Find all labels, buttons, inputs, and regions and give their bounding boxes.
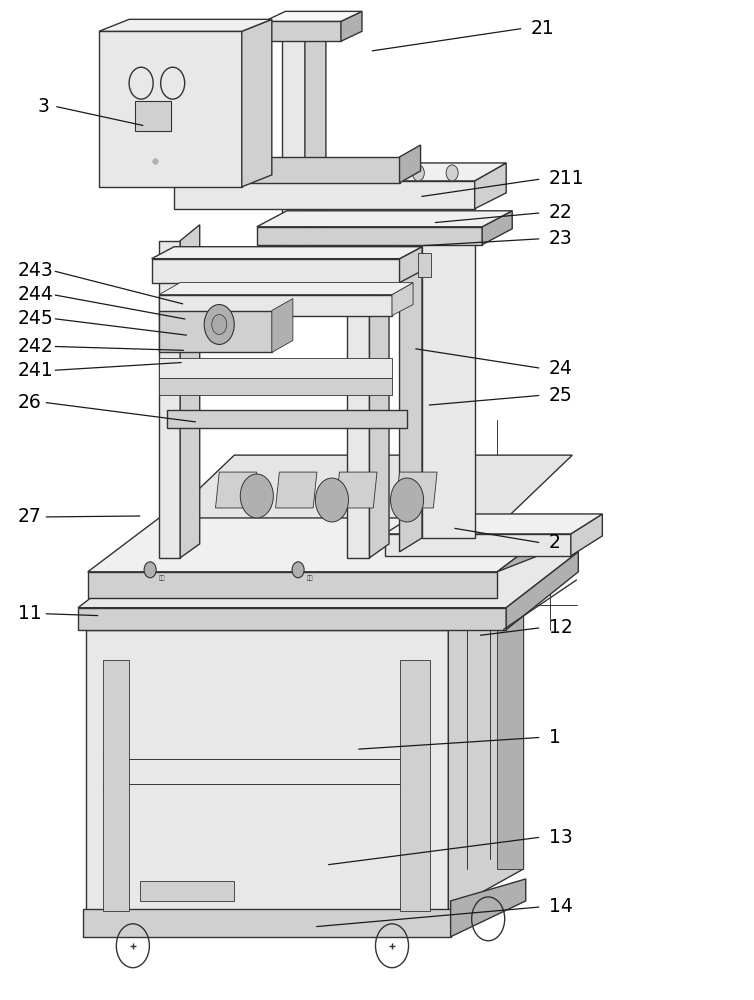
Text: 13: 13 — [549, 828, 573, 847]
Polygon shape — [400, 660, 430, 911]
Polygon shape — [265, 21, 341, 41]
Polygon shape — [497, 600, 523, 869]
Polygon shape — [282, 31, 305, 245]
Polygon shape — [216, 472, 257, 508]
Text: 24: 24 — [549, 359, 573, 378]
Polygon shape — [422, 231, 475, 538]
Polygon shape — [78, 552, 578, 608]
Circle shape — [315, 478, 348, 522]
Polygon shape — [159, 295, 392, 316]
Polygon shape — [234, 157, 400, 183]
Polygon shape — [336, 472, 377, 508]
Text: 211: 211 — [549, 169, 584, 188]
Text: 27: 27 — [18, 507, 41, 526]
Polygon shape — [152, 259, 400, 283]
Text: 3: 3 — [38, 97, 49, 116]
Polygon shape — [265, 11, 362, 21]
Polygon shape — [369, 265, 389, 558]
Polygon shape — [167, 410, 407, 428]
Text: 21: 21 — [531, 19, 555, 38]
Text: 243: 243 — [18, 261, 54, 280]
Polygon shape — [85, 630, 449, 911]
Polygon shape — [503, 580, 577, 630]
Circle shape — [412, 165, 425, 181]
Polygon shape — [275, 472, 317, 508]
Polygon shape — [99, 31, 242, 187]
Polygon shape — [180, 225, 200, 558]
Text: 14: 14 — [549, 897, 573, 916]
Polygon shape — [103, 660, 129, 911]
Polygon shape — [400, 231, 422, 552]
Polygon shape — [272, 299, 293, 352]
Circle shape — [391, 478, 424, 522]
Polygon shape — [99, 19, 272, 31]
Text: 244: 244 — [18, 285, 54, 304]
Polygon shape — [257, 211, 512, 227]
Polygon shape — [87, 518, 569, 572]
Polygon shape — [152, 247, 422, 259]
Polygon shape — [257, 227, 482, 245]
Polygon shape — [506, 552, 578, 630]
Text: 241: 241 — [18, 361, 54, 380]
Polygon shape — [159, 283, 413, 295]
Circle shape — [212, 315, 227, 334]
Text: 23: 23 — [549, 229, 573, 248]
Text: 12: 12 — [549, 618, 573, 637]
Polygon shape — [159, 311, 272, 352]
Polygon shape — [347, 281, 369, 558]
Polygon shape — [87, 572, 497, 598]
Polygon shape — [341, 11, 362, 41]
Polygon shape — [451, 879, 526, 937]
Polygon shape — [396, 472, 437, 508]
Circle shape — [446, 165, 458, 181]
Polygon shape — [571, 514, 602, 556]
Text: 242: 242 — [18, 337, 54, 356]
Polygon shape — [400, 247, 422, 283]
Text: 2: 2 — [549, 533, 561, 552]
Text: 22: 22 — [549, 203, 573, 222]
Text: 开关: 开关 — [159, 575, 166, 581]
Polygon shape — [400, 145, 421, 183]
Polygon shape — [159, 241, 180, 558]
Circle shape — [228, 165, 241, 181]
Circle shape — [292, 562, 304, 578]
Circle shape — [144, 562, 156, 578]
Circle shape — [241, 474, 274, 518]
Polygon shape — [174, 163, 506, 181]
Polygon shape — [135, 101, 171, 131]
Polygon shape — [242, 19, 272, 187]
Polygon shape — [385, 514, 602, 534]
Text: 245: 245 — [18, 309, 54, 328]
Polygon shape — [475, 163, 506, 209]
Polygon shape — [85, 585, 523, 630]
Polygon shape — [78, 608, 506, 630]
Text: 11: 11 — [18, 604, 41, 623]
Text: 开关: 开关 — [307, 575, 314, 581]
Text: 1: 1 — [549, 728, 561, 747]
Polygon shape — [449, 585, 523, 911]
Polygon shape — [305, 17, 326, 245]
Polygon shape — [482, 211, 512, 245]
Polygon shape — [385, 534, 571, 556]
Text: 26: 26 — [18, 393, 41, 412]
Circle shape — [204, 305, 234, 344]
Polygon shape — [174, 181, 475, 209]
Polygon shape — [392, 283, 413, 316]
Polygon shape — [497, 518, 569, 572]
Circle shape — [191, 165, 203, 181]
Polygon shape — [418, 253, 431, 277]
Polygon shape — [140, 881, 234, 901]
Polygon shape — [159, 378, 392, 395]
Polygon shape — [159, 358, 392, 378]
Text: 25: 25 — [549, 386, 573, 405]
Polygon shape — [167, 455, 572, 520]
Polygon shape — [82, 909, 451, 937]
